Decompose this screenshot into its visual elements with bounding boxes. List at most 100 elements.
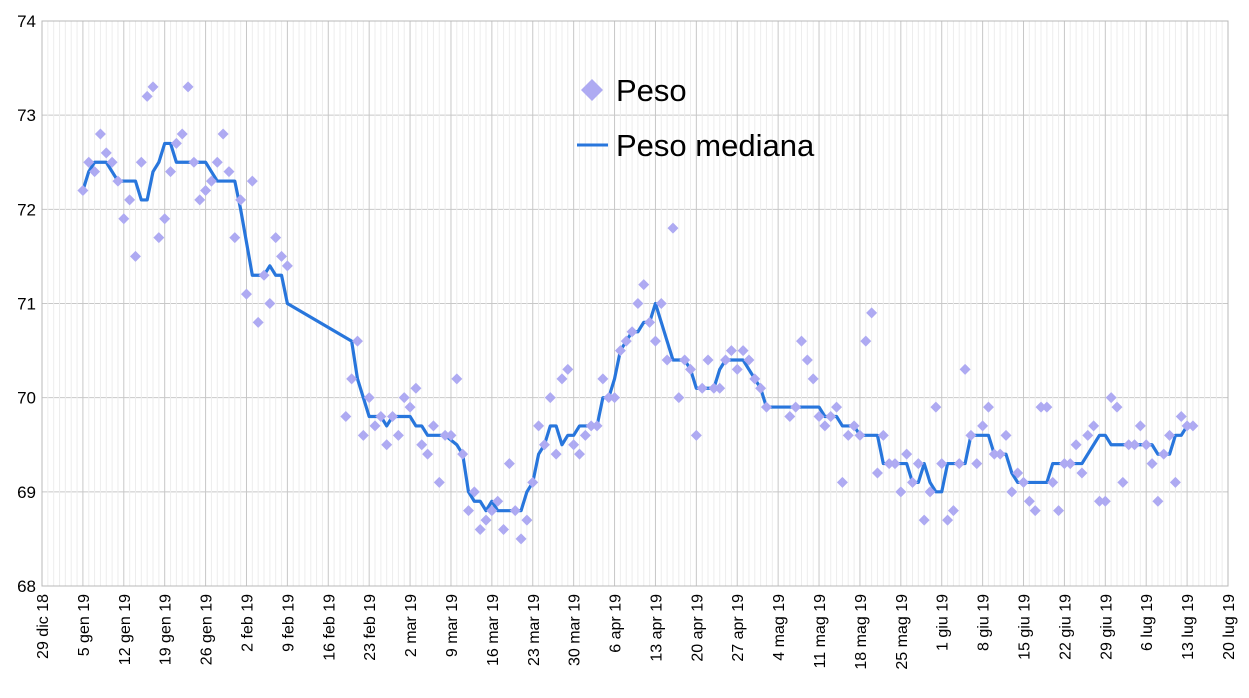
x-tick-label: 2 feb 19: [239, 594, 256, 652]
peso-point: [89, 166, 101, 178]
peso-point: [1164, 429, 1176, 441]
peso-point: [953, 458, 965, 470]
peso-point: [340, 411, 352, 422]
y-tick-label: 72: [17, 200, 36, 219]
peso-point: [714, 382, 726, 394]
legend-label-peso-mediana: Peso mediana: [616, 128, 815, 163]
peso-point: [1088, 420, 1100, 432]
peso-point: [264, 298, 276, 309]
peso-point: [907, 476, 919, 488]
x-tick-label: 20 lug 19: [1221, 594, 1238, 660]
peso-point: [270, 232, 282, 244]
peso-point: [194, 194, 206, 206]
peso-point: [77, 185, 89, 196]
peso-point: [831, 401, 843, 413]
peso-point: [842, 429, 854, 441]
peso-point: [1105, 392, 1117, 404]
x-tick-label: 6 apr 19: [608, 594, 625, 653]
peso-point: [860, 335, 872, 347]
peso-point: [83, 156, 95, 168]
peso-point: [620, 335, 632, 347]
peso-point: [159, 213, 171, 225]
peso-point: [819, 420, 831, 432]
peso-point: [170, 137, 182, 149]
peso-point: [439, 429, 451, 441]
x-tick-label: 29 giu 19: [1098, 594, 1115, 660]
axes: [41, 20, 1229, 587]
x-tick-label: 12 gen 19: [117, 594, 134, 665]
x-tick-label: 4 mag 19: [771, 594, 788, 661]
peso-point: [918, 514, 930, 526]
series-peso: [77, 81, 1199, 545]
peso-point: [836, 476, 848, 488]
x-tick-label: 13 apr 19: [648, 594, 665, 662]
peso-point: [527, 476, 539, 488]
legend-label-peso: Peso: [616, 73, 687, 108]
peso-point: [632, 298, 644, 309]
peso-point: [153, 232, 165, 244]
peso-point: [591, 420, 603, 432]
x-tick-label: 19 gen 19: [158, 594, 175, 665]
peso-point: [1140, 439, 1152, 451]
peso-point: [235, 194, 247, 206]
peso-point: [503, 458, 515, 470]
peso-point: [240, 288, 252, 300]
peso-point: [509, 505, 521, 517]
peso-point: [947, 505, 959, 517]
peso-point: [562, 363, 574, 375]
x-tick-label: 6 lug 19: [1139, 594, 1156, 651]
peso-point: [661, 354, 673, 366]
peso-point: [188, 156, 200, 168]
peso-point: [258, 269, 270, 281]
peso-point: [1018, 476, 1030, 488]
peso-point: [877, 429, 889, 441]
peso-point: [118, 213, 130, 225]
peso-point: [679, 354, 691, 366]
peso-point: [457, 448, 469, 460]
peso-point: [404, 401, 416, 413]
x-tick-label: 22 giu 19: [1057, 594, 1074, 660]
peso-point: [1029, 505, 1041, 517]
x-tick-labels: 29 dic 18 5 gen 19 12 gen 19 19 gen 19 26 ge…: [35, 594, 1238, 670]
peso-point: [556, 373, 568, 385]
peso-point: [392, 429, 404, 441]
x-tick-label: 23 mar 19: [526, 594, 543, 666]
peso-point: [936, 458, 948, 470]
peso-point: [351, 335, 363, 347]
peso-point: [609, 392, 621, 404]
peso-point: [959, 363, 971, 375]
peso-point: [924, 486, 936, 498]
peso-point: [813, 411, 825, 422]
peso-point: [579, 429, 591, 441]
peso-point: [398, 392, 410, 404]
x-tick-label: 2 mar 19: [403, 594, 420, 657]
peso-point: [930, 401, 942, 413]
peso-point: [573, 448, 585, 460]
peso-point: [468, 486, 480, 498]
peso-point: [1064, 458, 1076, 470]
peso-point: [1082, 429, 1094, 441]
peso-point: [346, 373, 358, 385]
peso-point: [462, 505, 474, 517]
peso-point: [895, 486, 907, 498]
x-tick-label: 11 mag 19: [812, 594, 829, 669]
grid: [41, 20, 1229, 587]
peso-point: [977, 420, 989, 432]
peso-point: [1181, 420, 1193, 432]
x-tick-label: 26 gen 19: [199, 594, 216, 665]
peso-point: [211, 156, 223, 168]
peso-point: [1035, 401, 1047, 413]
peso-point: [965, 429, 977, 441]
peso-point: [223, 166, 235, 178]
peso-point: [1169, 476, 1181, 488]
peso-point: [971, 458, 983, 470]
peso-point: [276, 250, 288, 262]
peso-point: [854, 429, 866, 441]
peso-point: [597, 373, 609, 385]
peso-point: [474, 524, 486, 535]
peso-point: [883, 458, 895, 470]
peso-point: [433, 476, 445, 488]
peso-point: [1158, 448, 1170, 460]
x-tick-label: 29 dic 18: [35, 594, 52, 659]
